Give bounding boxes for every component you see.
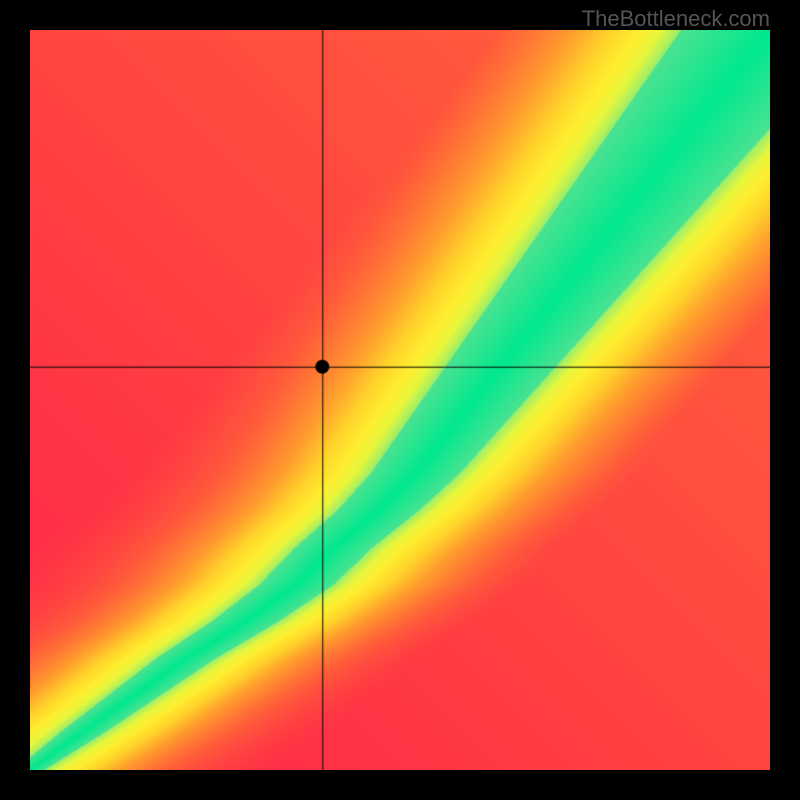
heatmap-canvas [30,30,770,770]
chart-container: TheBottleneck.com [0,0,800,800]
heatmap-plot [30,30,770,770]
watermark-text: TheBottleneck.com [582,6,770,32]
